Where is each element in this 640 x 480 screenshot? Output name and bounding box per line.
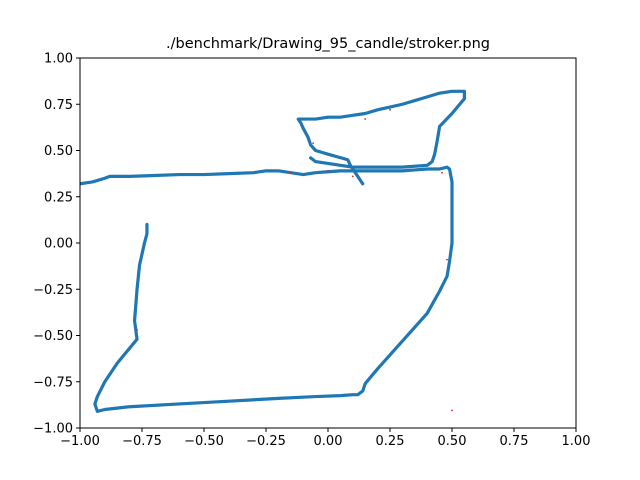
y-tick-label: −0.75 <box>33 375 73 390</box>
marker-layer <box>136 108 453 412</box>
y-tick-label: 0.75 <box>44 98 73 113</box>
y-tick-label: 0.50 <box>44 144 73 159</box>
marker-point <box>312 142 315 145</box>
x-tick-label: 0.00 <box>314 434 343 449</box>
x-tick-label: 0.75 <box>500 434 529 449</box>
marker-point <box>351 175 354 178</box>
x-tick-label: −0.25 <box>246 434 286 449</box>
marker-point <box>289 171 292 174</box>
y-tick-label: 1.00 <box>44 52 73 67</box>
x-tick-label: −1.00 <box>60 434 100 449</box>
marker-point <box>446 258 448 261</box>
x-tick-label: 0.25 <box>376 434 405 449</box>
marker-point <box>327 169 329 172</box>
chart-title: ./benchmark/Drawing_95_candle/stroker.pn… <box>166 36 490 52</box>
series-layer <box>80 89 466 413</box>
x-tick-label: 1.00 <box>562 434 591 449</box>
y-tick-label: −1.00 <box>33 422 73 437</box>
y-tick-label: 0.00 <box>44 237 73 252</box>
series-line-2 <box>296 89 466 186</box>
x-axis: −1.00 −0.75 −0.50 −0.25 0.00 0.25 0.50 0.75 1.00 <box>60 428 590 449</box>
x-tick-label: 0.50 <box>438 434 467 449</box>
marker-point <box>389 108 391 111</box>
marker-point <box>451 409 453 412</box>
marker-point <box>441 171 443 174</box>
marker-point <box>136 329 138 331</box>
x-tick-label: −0.50 <box>184 434 224 449</box>
y-tick-label: 0.25 <box>44 190 73 205</box>
plot-frame <box>79 57 577 429</box>
y-tick-label: −0.25 <box>33 283 73 298</box>
marker-point <box>364 118 367 120</box>
x-tick-label: −0.75 <box>122 434 162 449</box>
series-line-1 <box>80 165 454 413</box>
y-axis: −1.00 −0.75 −0.50 −0.25 0.00 0.25 0.50 0.75 1.00 <box>33 52 80 437</box>
y-tick-label: −0.50 <box>33 329 73 344</box>
marker-point <box>344 158 347 161</box>
